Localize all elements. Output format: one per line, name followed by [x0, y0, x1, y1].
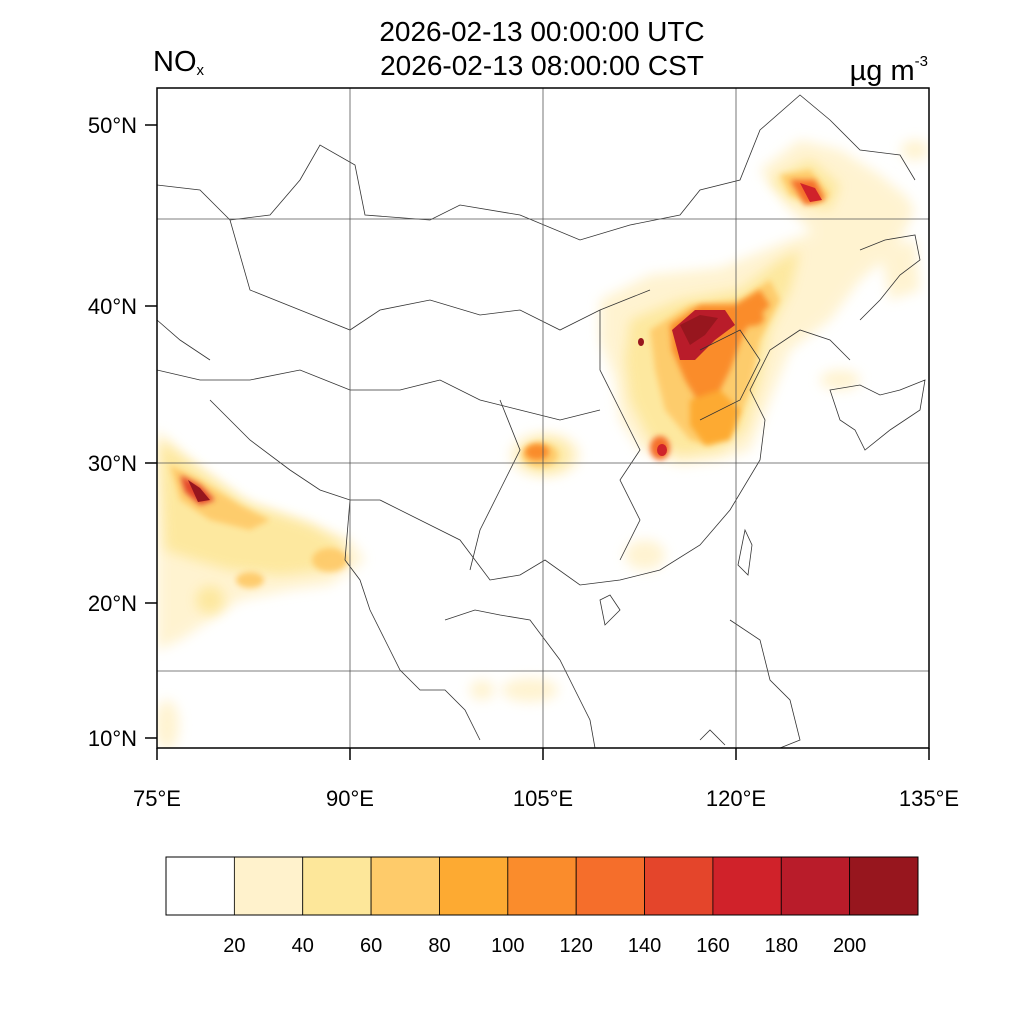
colorbar-swatch: [712, 856, 782, 916]
colorbar: 20 40 60 80 100 120 140 160 180 200: [165, 856, 919, 957]
unit-label-main: µg m: [849, 55, 915, 87]
colorbar-swatch: [439, 856, 509, 916]
lat-tick-label: 10°N: [88, 726, 137, 751]
lon-tick-label: 75°E: [133, 786, 181, 811]
colorbar-swatch: [507, 856, 577, 916]
map-area: [157, 88, 929, 748]
colorbar-swatch: [575, 856, 645, 916]
lat-tick-label: 50°N: [88, 113, 137, 138]
longitude-ticks: 75°E 90°E 105°E 120°E 135°E: [133, 748, 959, 811]
colorbar-swatch: [780, 856, 851, 916]
colorbar-level-label: 160: [696, 935, 729, 957]
title-utc: 2026-02-13 00:00:00 UTC: [379, 16, 705, 47]
colorbar-level-label: 60: [360, 935, 382, 957]
graticule: [157, 88, 929, 748]
colorbar-swatch: [233, 856, 304, 916]
colorbar-level-label: 100: [491, 935, 524, 957]
lat-tick-label: 30°N: [88, 451, 137, 476]
colorbar-level-label: 200: [833, 935, 866, 957]
lon-tick-label: 105°E: [513, 786, 573, 811]
colorbar-swatch: [165, 856, 235, 916]
unit-label: µg m-3: [850, 44, 928, 89]
colorbar-level-label: 40: [292, 935, 314, 957]
lat-tick-label: 40°N: [88, 294, 137, 319]
colorbar-level-label: 180: [765, 935, 798, 957]
colorbar-swatch: [644, 856, 714, 916]
colorbar-swatch: [849, 856, 919, 916]
unit-label-superscript: -3: [914, 53, 928, 70]
colorbar-level-label: 120: [559, 935, 592, 957]
colorbar-level-label: 80: [428, 935, 450, 957]
colorbar-level-label: 140: [628, 935, 661, 957]
lat-tick-label: 20°N: [88, 591, 137, 616]
country-borders: [157, 94, 926, 748]
variable-name: NOx: [153, 44, 204, 89]
lon-tick-label: 120°E: [706, 786, 766, 811]
lon-tick-label: 90°E: [326, 786, 374, 811]
variable-name-subscript: x: [196, 62, 205, 79]
colorbar-swatch: [302, 856, 372, 916]
latitude-ticks: 50°N 40°N 30°N 20°N 10°N: [88, 113, 157, 751]
variable-name-main: NO: [153, 46, 197, 78]
lon-tick-label: 135°E: [899, 786, 959, 811]
colorbar-swatch: [370, 856, 440, 916]
title-local-time: 2026-02-13 08:00:00 CST: [380, 50, 704, 81]
colorbar-level-label: 20: [223, 935, 245, 957]
nox-concentration-field: [157, 140, 929, 748]
colorbar-frame: [165, 856, 919, 916]
